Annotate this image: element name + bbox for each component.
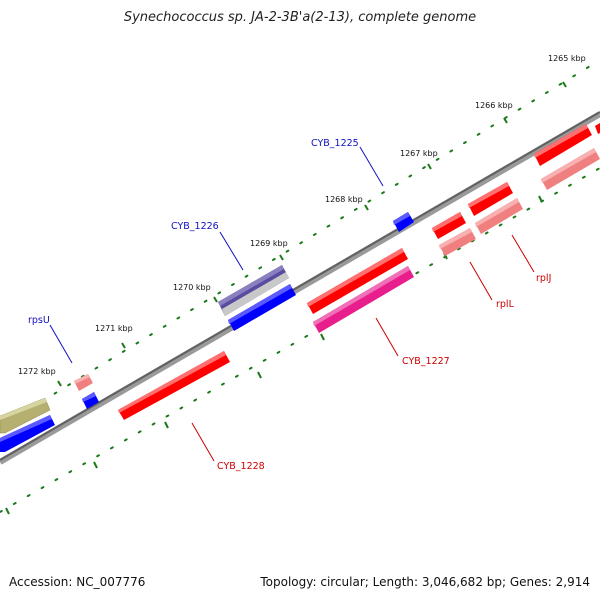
gene-cyb1226[interactable] xyxy=(228,284,296,331)
gene-cyb1228[interactable] xyxy=(118,351,230,420)
inner-scale-ring xyxy=(0,167,600,513)
label-rplL: rplL xyxy=(496,299,515,310)
gene-rpsU-rna[interactable] xyxy=(74,374,93,391)
kbp-label-1265: 1265 kbp xyxy=(548,54,586,63)
kbp-label-1272: 1272 kbp xyxy=(18,367,56,376)
label-cyb1228: CYB_1228 xyxy=(217,461,265,472)
label-leaders xyxy=(49,146,535,462)
gene-cyb1227[interactable] xyxy=(307,248,408,314)
kbp-label-1271: 1271 kbp xyxy=(95,324,133,333)
label-rpsU: rpsU xyxy=(28,315,50,326)
gene-right-red[interactable] xyxy=(534,124,592,166)
gene-edge-red[interactable] xyxy=(595,123,600,134)
label-rplJ: rplJ xyxy=(536,273,551,284)
label-cyb1225: CYB_1225 xyxy=(311,138,359,149)
gene-rplJ-rna[interactable] xyxy=(475,198,523,234)
gene-features[interactable] xyxy=(0,123,600,452)
genome-backbone xyxy=(0,111,600,465)
kbp-labels: 1265 kbp 1266 kbp 1267 kbp 1268 kbp 1269… xyxy=(18,54,586,376)
kbp-label-1266: 1266 kbp xyxy=(475,101,513,110)
kbp-label-1267: 1267 kbp xyxy=(400,149,438,158)
outer-scale-ring xyxy=(0,59,600,428)
gene-rplL[interactable] xyxy=(432,212,466,239)
gene-blue-left[interactable] xyxy=(0,415,55,452)
gene-rplL-rna[interactable] xyxy=(439,228,476,256)
kbp-label-1268: 1268 kbp xyxy=(325,195,363,204)
genome-summary-text: Topology: circular; Length: 3,046,682 bp… xyxy=(260,575,590,589)
gene-labels: CYB_1225 CYB_1226 rpsU CYB_1227 rplL rpl… xyxy=(28,138,551,472)
kbp-label-1270: 1270 kbp xyxy=(173,283,211,292)
map-title: Synechococcus sp. JA-2-3B'a(2-13), compl… xyxy=(123,10,477,25)
inner-major-ticks xyxy=(5,195,543,515)
gene-right-pink[interactable] xyxy=(541,148,600,190)
gene-rplJ[interactable] xyxy=(468,182,513,216)
label-cyb1226: CYB_1226 xyxy=(171,221,219,232)
outer-major-ticks xyxy=(57,81,567,387)
gene-cyb1225[interactable] xyxy=(393,212,414,232)
accession-text: Accession: NC_007776 xyxy=(9,575,146,589)
kbp-label-1269: 1269 kbp xyxy=(250,239,288,248)
label-cyb1227: CYB_1227 xyxy=(402,356,450,367)
gene-cyb1227-pseudo[interactable] xyxy=(313,266,414,333)
